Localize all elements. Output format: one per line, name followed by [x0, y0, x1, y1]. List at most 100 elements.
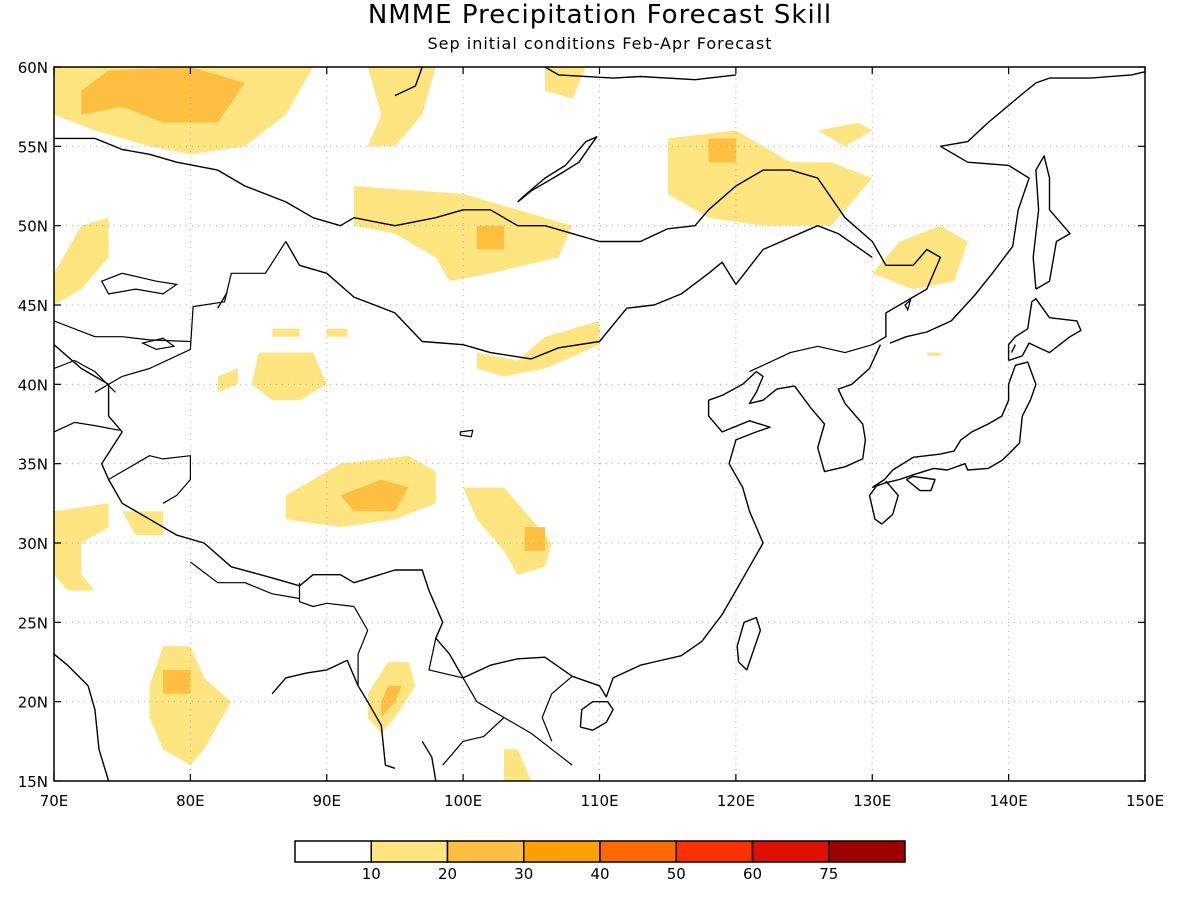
- skill-region-17: [340, 479, 409, 512]
- skill-region-15: [326, 328, 348, 337]
- coastline-6: [868, 480, 899, 525]
- coastline-13: [271, 669, 327, 695]
- skill-region-7: [667, 130, 873, 226]
- coastline-10: [736, 616, 762, 671]
- y-tick-label: 45N: [18, 297, 48, 315]
- coastline-2: [54, 344, 573, 679]
- x-tick-label: 90E: [312, 792, 341, 810]
- y-tick-label: 25N: [18, 614, 48, 632]
- skill-region-27: [926, 352, 941, 356]
- skill-region-1: [81, 67, 245, 123]
- coastline-24: [1010, 344, 1017, 353]
- skill-region-9: [817, 122, 873, 147]
- skill-region-5: [354, 186, 573, 282]
- coastline-14: [87, 685, 110, 781]
- border-9: [54, 421, 120, 433]
- x-tick-label: 100E: [444, 792, 482, 810]
- longitude-ticks: 70E 80E 90E 100E 110E 120E 130E 140E 150E: [40, 67, 1164, 810]
- latitude-ticks: 15N 20N 25N 30N 35N 40N 45N 50N 55N 60N: [18, 59, 1145, 791]
- coastline-12: [326, 659, 396, 769]
- colorbar-label-40: 40: [590, 865, 609, 883]
- coastline-0: [54, 137, 942, 346]
- y-tick-label: 15N: [18, 773, 48, 791]
- skill-region-25: [381, 685, 402, 718]
- skill-region-19: [524, 527, 545, 551]
- border-12: [54, 320, 191, 343]
- skill-region-13: [217, 368, 239, 393]
- border-8: [54, 359, 116, 393]
- coastline-1: [285, 224, 873, 360]
- x-tick-label: 80E: [176, 792, 205, 810]
- coastline-15: [54, 653, 89, 687]
- lake-3: [904, 298, 912, 312]
- colorbar-label-60: 60: [743, 865, 762, 883]
- skill-region-21: [122, 511, 164, 536]
- border-7: [94, 241, 287, 393]
- y-tick-label: 60N: [18, 59, 48, 77]
- colorbar-swatch-6: [751, 840, 830, 863]
- y-tick-label: 30N: [18, 535, 48, 553]
- x-tick-label: 140E: [990, 792, 1028, 810]
- colorbar: 10 20 30 40 50 60 75: [294, 840, 906, 883]
- lat-lon-grid: [54, 67, 1145, 781]
- skill-region-26: [504, 749, 532, 781]
- colorbar-label-30: 30: [514, 865, 533, 883]
- skill-region-8: [708, 138, 736, 163]
- border-6: [442, 717, 505, 766]
- border-2: [353, 606, 369, 686]
- y-tick-label: 20N: [18, 694, 48, 712]
- skill-region-4: [545, 67, 586, 99]
- skill-region-18: [463, 487, 552, 575]
- colorbar-swatch-7: [828, 840, 906, 863]
- skill-region-2: [54, 217, 109, 305]
- skill-region-14: [272, 328, 300, 337]
- skill-region-23: [163, 669, 191, 694]
- border-0: [108, 455, 191, 504]
- x-tick-label: 150E: [1126, 792, 1164, 810]
- x-tick-label: 130E: [853, 792, 891, 810]
- colorbar-swatch-3: [523, 840, 601, 863]
- coastline-9: [1032, 155, 1071, 290]
- border-11: [190, 561, 300, 600]
- y-tick-label: 50N: [18, 218, 48, 236]
- colorbar-label-50: 50: [667, 865, 686, 883]
- skill-regions: [54, 67, 968, 781]
- coastline-21: [940, 82, 1037, 147]
- skill-region-20: [54, 503, 109, 591]
- coastline-20: [1035, 71, 1145, 84]
- coastline-16: [421, 740, 437, 781]
- border-5: [541, 675, 573, 742]
- border-3: [428, 638, 464, 679]
- colorbar-swatch-1: [370, 840, 449, 863]
- colorbar-swatch-5: [675, 840, 754, 863]
- lake-1: [140, 337, 176, 351]
- skill-region-11: [476, 320, 600, 377]
- border-10: [749, 344, 873, 373]
- border-4: [462, 677, 573, 766]
- colorbar-label-10: 10: [362, 865, 381, 883]
- x-tick-label: 70E: [40, 792, 69, 810]
- coastline-3: [571, 370, 795, 698]
- border-1: [298, 582, 355, 608]
- x-tick-label: 110E: [580, 792, 618, 810]
- x-tick-label: 120E: [717, 792, 755, 810]
- y-tick-label: 35N: [18, 456, 48, 474]
- lake-2: [459, 429, 474, 438]
- coastline-22: [517, 136, 598, 203]
- colorbar-swatch-0: [294, 840, 372, 863]
- skill-region-12: [251, 352, 327, 401]
- colorbar-label-20: 20: [438, 865, 457, 883]
- lake-0: [100, 272, 179, 295]
- coastline-11: [579, 701, 614, 731]
- coastline-8: [1007, 298, 1082, 362]
- colorbar-label-75: 75: [819, 865, 838, 883]
- coastline-7: [905, 475, 936, 492]
- coastline-5: [871, 361, 1037, 489]
- coastlines-and-borders: [54, 67, 1145, 781]
- skill-region-6: [476, 225, 504, 250]
- coastline-23: [394, 67, 423, 97]
- coastline-4: [793, 344, 882, 473]
- colorbar-swatch-4: [599, 840, 677, 863]
- chart-subtitle: Sep initial conditions Feb-Apr Forecast: [427, 34, 773, 53]
